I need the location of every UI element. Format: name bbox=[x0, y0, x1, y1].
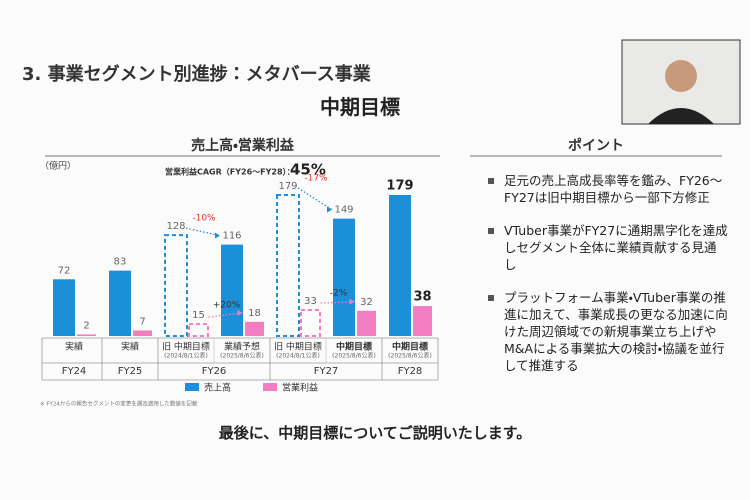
footnote: ※ FY24からの報告セグメントの変更を遡及適用した数値を記載 bbox=[40, 400, 198, 408]
section-header: ポイント bbox=[568, 138, 624, 154]
value-label: 15 bbox=[192, 310, 205, 321]
cagr-value: 45% bbox=[290, 161, 326, 179]
legend-swatch bbox=[263, 383, 277, 391]
category-note: (2025/8/6公表) bbox=[332, 352, 376, 360]
value-label: 72 bbox=[58, 265, 71, 276]
bar bbox=[276, 194, 300, 337]
arrow-head bbox=[215, 232, 220, 239]
point: VTuber事業がFY27に通期黒字化を達成しセグメント全体に業績貢献する見通し bbox=[486, 222, 728, 273]
legend-swatch bbox=[185, 383, 199, 391]
webcam-body bbox=[648, 108, 714, 124]
category-note: (2024/8/1公表) bbox=[276, 352, 320, 360]
value-label: 33 bbox=[304, 296, 317, 307]
bar bbox=[389, 195, 411, 336]
group-label: FY24 bbox=[62, 366, 87, 377]
value-label: 128 bbox=[166, 221, 185, 232]
unit-label: （億円） bbox=[40, 160, 76, 172]
value-label: 179 bbox=[278, 181, 297, 192]
bar bbox=[300, 309, 321, 337]
value-label: 18 bbox=[248, 308, 261, 319]
change-arrow bbox=[208, 312, 243, 318]
bar bbox=[221, 244, 243, 336]
bar bbox=[164, 234, 188, 337]
category-label: 実績 bbox=[65, 341, 83, 353]
arrow-head bbox=[237, 309, 243, 316]
legend-label: 売上高 bbox=[204, 382, 231, 394]
value-label: 149 bbox=[334, 205, 353, 216]
bar bbox=[53, 279, 75, 336]
bar bbox=[109, 270, 131, 336]
bar bbox=[357, 310, 376, 336]
points: 足元の売上高成長率等を鑑み、FY26～FY27は旧中期目標から一部下方修正 VTu… bbox=[486, 172, 728, 390]
change-arrow bbox=[320, 301, 355, 304]
bar bbox=[245, 321, 264, 336]
change-arrow bbox=[185, 227, 221, 237]
category-label: 業績予想 bbox=[224, 341, 260, 353]
value-label: 32 bbox=[360, 297, 373, 308]
group-label: FY25 bbox=[118, 366, 143, 377]
point: プラットフォーム事業・VTuber事業の推進に加えて、事業成長の更なる加速に向け… bbox=[486, 289, 728, 374]
value-label: 38 bbox=[413, 290, 431, 305]
group-label: FY26 bbox=[202, 366, 227, 377]
category-note: (2025/8/6公表) bbox=[388, 352, 432, 360]
category-label: 旧 中期目標 bbox=[274, 341, 322, 353]
arrow-head bbox=[349, 298, 355, 305]
group-label: FY28 bbox=[398, 366, 423, 377]
change-label: +20% bbox=[213, 300, 241, 310]
cagr-label: 営業利益CAGR（FY26～FY28）： bbox=[165, 167, 295, 177]
value-label: 116 bbox=[222, 231, 241, 242]
bar bbox=[133, 330, 152, 336]
category-label: 中期目標 bbox=[392, 341, 428, 353]
value-label: 179 bbox=[386, 179, 413, 194]
change-label: -2% bbox=[330, 289, 348, 299]
webcam-face bbox=[665, 60, 697, 92]
category-note: (2025/8/6公表) bbox=[220, 352, 264, 360]
arrow-head bbox=[327, 206, 332, 213]
value-label: 7 bbox=[139, 316, 145, 327]
slide-subtitle: 中期目標 bbox=[320, 95, 400, 119]
category-label: 中期目標 bbox=[336, 341, 372, 353]
value-label: 2 bbox=[83, 320, 89, 331]
bar bbox=[413, 306, 432, 336]
value-label: 83 bbox=[114, 257, 127, 268]
group-label: FY27 bbox=[314, 366, 339, 377]
category-note: (2024/8/1公表) bbox=[164, 352, 208, 360]
section-header: 売上高・営業利益 bbox=[191, 138, 294, 154]
bar bbox=[333, 218, 355, 336]
point: 足元の売上高成長率等を鑑み、FY26～FY27は旧中期目標から一部下方修正 bbox=[486, 172, 728, 206]
category-label: 実績 bbox=[121, 341, 139, 353]
caption: 最後に、中期目標についてご説明いたします。 bbox=[218, 424, 532, 442]
legend-label: 営業利益 bbox=[282, 382, 318, 394]
change-arrow bbox=[297, 187, 333, 211]
change-label: -10% bbox=[192, 214, 216, 224]
bar bbox=[188, 323, 209, 337]
slide-title: 3. 事業セグメント別進捗：メタバース事業 bbox=[22, 64, 371, 85]
change-label: -17% bbox=[304, 174, 328, 184]
bar bbox=[77, 334, 96, 336]
category-label: 旧 中期目標 bbox=[162, 341, 210, 353]
